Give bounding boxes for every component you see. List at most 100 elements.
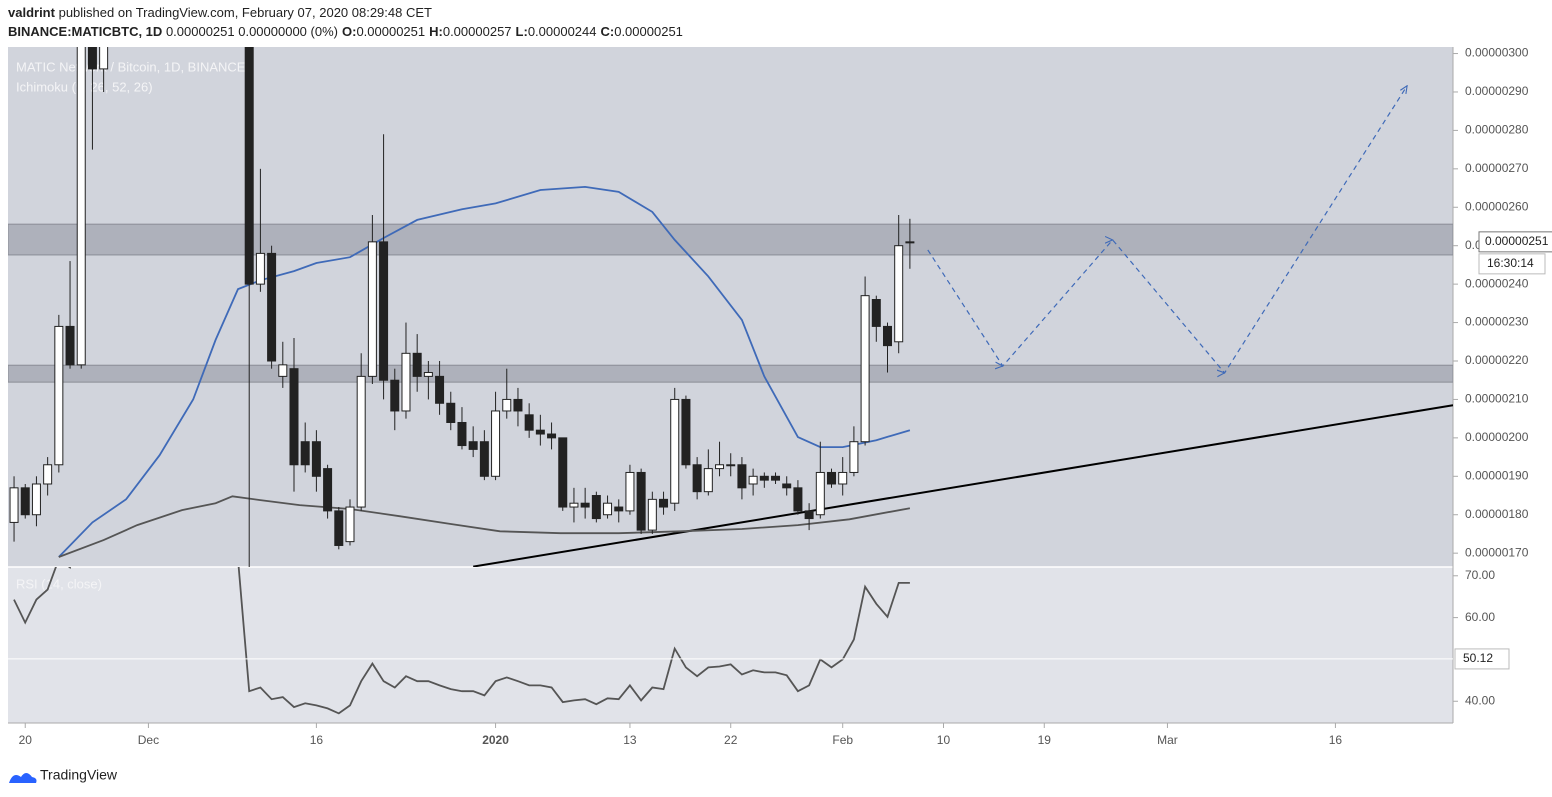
rsi-plot bbox=[13, 567, 910, 715]
candle-body bbox=[345, 506, 355, 543]
x-tick-label: 19 bbox=[1038, 733, 1052, 747]
candle-body bbox=[479, 441, 489, 477]
x-tick-label: 2020 bbox=[482, 733, 509, 747]
brand: TradingView bbox=[40, 767, 118, 783]
y-tick-label: 0.00000200 bbox=[1465, 430, 1529, 444]
candle-body bbox=[860, 295, 870, 443]
moving-average bbox=[58, 495, 911, 558]
rsi-label: RSI (14, close) bbox=[16, 576, 102, 591]
ohlc-key: H: bbox=[429, 24, 443, 39]
projection-path bbox=[927, 86, 1407, 373]
candle-body bbox=[65, 325, 75, 366]
candle-body bbox=[54, 325, 64, 466]
y-tick-label: 0.00000220 bbox=[1465, 353, 1529, 367]
candle-body bbox=[311, 441, 321, 477]
candle-body bbox=[614, 506, 624, 512]
ohlc-key: C: bbox=[601, 24, 615, 39]
rsi-line bbox=[13, 567, 910, 715]
candle-body bbox=[99, 47, 109, 70]
x-tick-label: 20 bbox=[19, 733, 33, 747]
candle-body bbox=[838, 471, 848, 485]
y-tick-label: 0.00000290 bbox=[1465, 84, 1529, 98]
y-tick-label: 0.00000180 bbox=[1465, 507, 1529, 521]
moving-average bbox=[58, 185, 911, 558]
candle-body bbox=[603, 502, 613, 516]
logo bbox=[9, 773, 37, 783]
candle-body bbox=[43, 464, 53, 485]
y-tick-label: 70.00 bbox=[1465, 568, 1495, 582]
candle-body bbox=[390, 379, 400, 412]
candle-body bbox=[804, 510, 814, 520]
ohlc-value: 0.00000251 bbox=[356, 24, 425, 39]
candle-body bbox=[894, 245, 904, 343]
candle-body bbox=[580, 502, 590, 508]
candle-body bbox=[412, 352, 422, 377]
x-tick-label: Mar bbox=[1157, 733, 1178, 747]
y-tick-label: 0.00000230 bbox=[1465, 315, 1529, 329]
candle-body bbox=[278, 364, 288, 377]
author: valdrint bbox=[8, 5, 56, 20]
candle-body bbox=[771, 475, 781, 481]
candle-body bbox=[446, 402, 456, 423]
ohlc-value: 0.00000251 bbox=[614, 24, 683, 39]
candle-body bbox=[703, 468, 713, 493]
candle-body bbox=[513, 398, 523, 412]
candle-body bbox=[334, 510, 344, 546]
candle-body bbox=[379, 241, 389, 381]
candle-body bbox=[827, 471, 837, 485]
candle-body bbox=[267, 252, 277, 362]
candle-body bbox=[502, 398, 512, 412]
candle-body bbox=[87, 47, 97, 70]
x-tick-label: 13 bbox=[623, 733, 637, 747]
candle-body bbox=[457, 421, 467, 447]
candle-body bbox=[670, 398, 680, 504]
candle-body bbox=[300, 441, 310, 466]
y-tick-label: 0.00000170 bbox=[1465, 545, 1529, 559]
header-line-1: valdrint published on TradingView.com, F… bbox=[8, 5, 432, 20]
candle-body bbox=[9, 487, 19, 523]
candle-body bbox=[871, 299, 881, 327]
candle-body bbox=[323, 468, 333, 512]
y-tick-label: 0.00000190 bbox=[1465, 468, 1529, 482]
candle-body bbox=[636, 471, 646, 531]
y-tick-label: 0.00000260 bbox=[1465, 199, 1529, 213]
zone bbox=[8, 223, 1453, 256]
countdown-box bbox=[1478, 253, 1546, 275]
published: published on TradingView.com, February 0… bbox=[59, 5, 432, 20]
y-tick-label: 0.00000300 bbox=[1465, 46, 1529, 60]
candle-body bbox=[726, 464, 736, 467]
main-plot bbox=[8, 47, 1453, 567]
chart-title: MATIC Network / Bitcoin, 1D, BINANCE bbox=[16, 59, 246, 74]
x-tick-label: 10 bbox=[937, 733, 951, 747]
candle-body bbox=[591, 495, 601, 520]
price-tag: 0.00000251 bbox=[1485, 234, 1549, 248]
candle-body bbox=[558, 437, 568, 508]
candle-body bbox=[468, 441, 478, 450]
candle-body bbox=[692, 464, 702, 493]
candle-body bbox=[76, 47, 86, 366]
candle-body bbox=[569, 502, 579, 508]
candle-body bbox=[423, 372, 433, 377]
candle-body bbox=[547, 433, 557, 439]
y-tick-label: 0.00000270 bbox=[1465, 161, 1529, 175]
x-tick-label: Dec bbox=[138, 733, 159, 747]
y-tick-label: 0.00000210 bbox=[1465, 392, 1529, 406]
rsi-level-box bbox=[1454, 648, 1510, 670]
candle-body bbox=[815, 471, 825, 516]
candle-body bbox=[659, 498, 669, 508]
ohlc-value: 0.00000244 bbox=[528, 24, 597, 39]
rsi-level-label: 50.12 bbox=[1463, 651, 1493, 665]
y-tick-label: 60.00 bbox=[1465, 610, 1495, 624]
candle-body bbox=[715, 464, 725, 470]
trendline bbox=[473, 404, 1453, 567]
change: 0.00000251 0.00000000 (0%) bbox=[166, 24, 338, 39]
candle-body bbox=[244, 47, 254, 285]
candle-body bbox=[737, 464, 747, 489]
x-tick-label: 22 bbox=[724, 733, 738, 747]
candle-body bbox=[793, 487, 803, 512]
candle-body bbox=[401, 352, 411, 412]
candle-body bbox=[255, 252, 265, 285]
candle-body bbox=[882, 325, 892, 347]
